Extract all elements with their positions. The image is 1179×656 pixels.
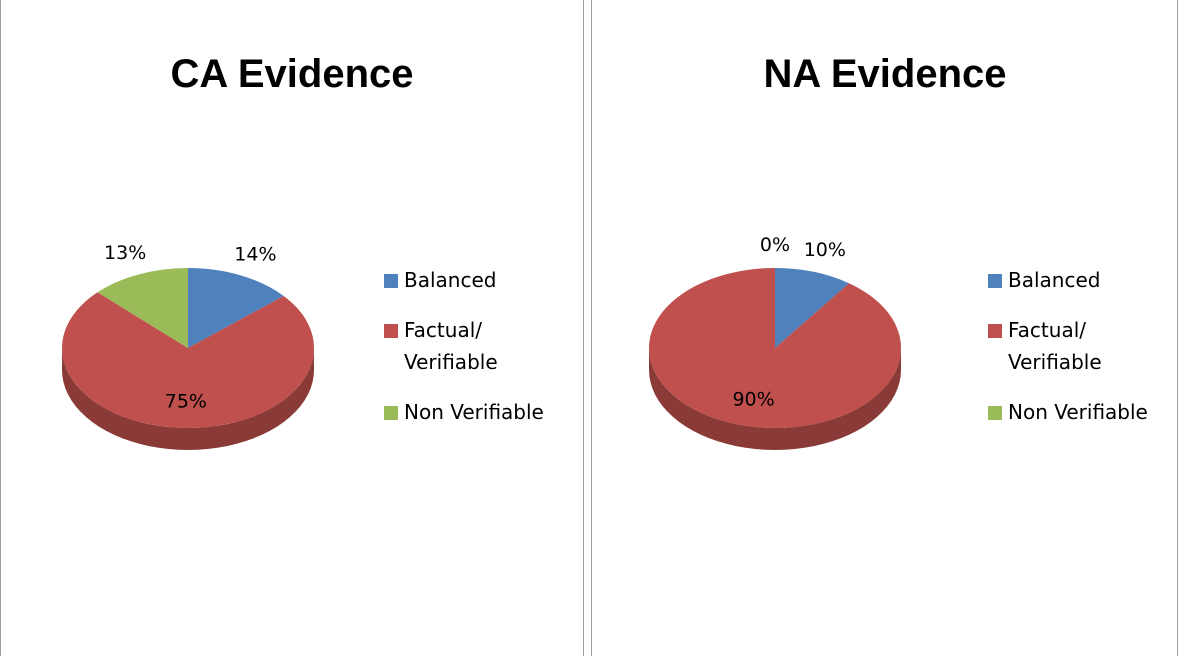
pie-side <box>649 348 901 450</box>
data-label: 10% <box>804 239 846 261</box>
panel-border <box>591 0 1178 656</box>
legend-label: Balanced <box>404 268 497 292</box>
legend-item: Balanced <box>988 264 1148 296</box>
pie-slice <box>649 268 902 429</box>
pie-slice <box>97 268 188 348</box>
data-label: 0% <box>760 234 790 256</box>
pie-slice <box>62 292 315 428</box>
legend-label: Balanced <box>1008 268 1101 292</box>
legend-swatch <box>988 406 1002 420</box>
pie-slice <box>188 268 284 348</box>
legend-item: Factual/ Verifiable <box>384 314 544 378</box>
data-label: 13% <box>104 242 146 264</box>
legend-swatch <box>384 274 398 288</box>
panel-border <box>0 0 584 656</box>
pie-side <box>62 348 314 450</box>
legend-label: Factual/ Verifiable <box>1008 318 1102 374</box>
legend-swatch <box>988 324 1002 338</box>
legend-item: Non Verifiable <box>384 396 544 428</box>
legend-item: Balanced <box>384 264 544 296</box>
chart-title: NA Evidence <box>763 52 1006 96</box>
legend-label: Factual/ Verifiable <box>404 318 498 374</box>
legend-swatch <box>988 274 1002 288</box>
legend-label: Non Verifiable <box>404 400 544 424</box>
data-label: 14% <box>234 243 276 265</box>
legend-swatch <box>384 406 398 420</box>
chart-title: CA Evidence <box>170 52 413 96</box>
data-label: 75% <box>165 390 207 412</box>
data-label: 90% <box>732 388 774 410</box>
legend: Balanced Factual/ Verifiable Non Verifiabl… <box>384 264 544 446</box>
pie-slice <box>775 268 850 348</box>
legend-label: Non Verifiable <box>1008 400 1148 424</box>
legend-swatch <box>384 324 398 338</box>
legend: Balanced Factual/ Verifiable Non Verifiabl… <box>988 264 1148 446</box>
legend-item: Factual/ Verifiable <box>988 314 1148 378</box>
legend-item: Non Verifiable <box>988 396 1148 428</box>
